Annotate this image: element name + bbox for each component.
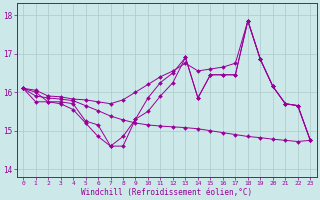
- X-axis label: Windchill (Refroidissement éolien,°C): Windchill (Refroidissement éolien,°C): [81, 188, 252, 197]
